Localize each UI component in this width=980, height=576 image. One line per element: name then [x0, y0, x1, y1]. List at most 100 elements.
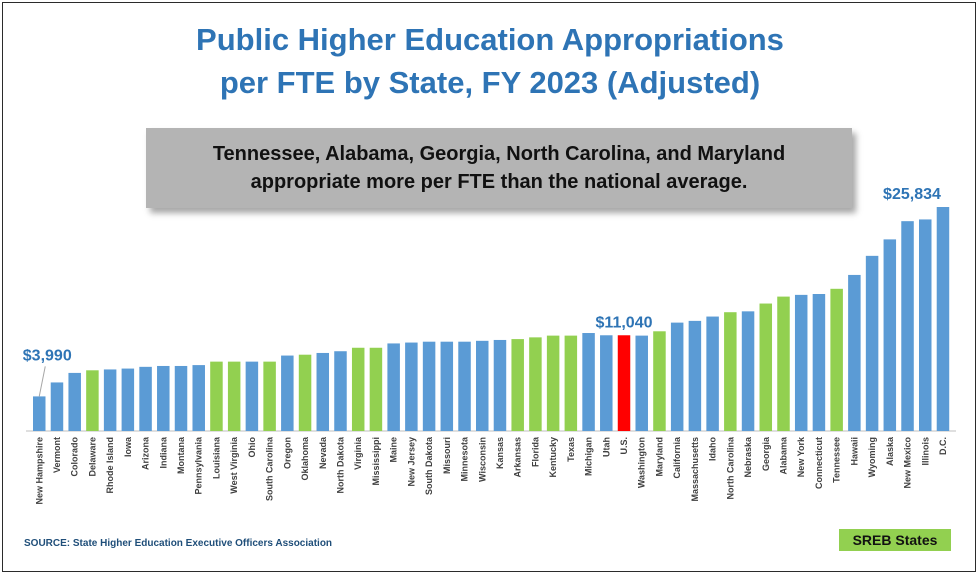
- bar-north-carolina: [724, 312, 737, 431]
- tick-label: Utah: [601, 437, 611, 457]
- bar-georgia: [759, 303, 773, 431]
- tick-label: Oklahoma: [300, 436, 310, 481]
- bar-utah: [600, 335, 613, 431]
- bar-vermont: [50, 382, 64, 431]
- bar-hawaii: [848, 274, 861, 431]
- tick-label: North Dakota: [335, 436, 345, 493]
- tick-label: Connecticut: [814, 437, 824, 489]
- tick-label: Arizona: [141, 436, 151, 470]
- tick-label: Maine: [389, 437, 399, 463]
- tick-label: Oregon: [282, 437, 292, 469]
- tick-label: Montana: [176, 436, 186, 474]
- tick-label: Texas: [566, 437, 576, 462]
- tick-label: New Hampshire: [34, 437, 44, 505]
- tick-label: Rhode Island: [105, 437, 115, 494]
- bar-massachusetts: [688, 320, 702, 431]
- tick-label: Kentucky: [548, 437, 558, 478]
- tick-label: Michigan: [584, 437, 594, 476]
- chart-title: Public Higher Education Appropriations p…: [0, 18, 980, 104]
- bar-kansas: [493, 339, 507, 431]
- tick-label: U.S.: [619, 437, 629, 455]
- data-label: $25,834: [883, 186, 941, 203]
- bar-louisiana: [210, 361, 223, 431]
- bar-kentucky: [546, 335, 560, 431]
- callout-box: Tennessee, Alabama, Georgia, North Carol…: [146, 128, 852, 208]
- bar-mississippi: [369, 347, 383, 431]
- tick-label: Illinois: [920, 437, 930, 466]
- bar-montana: [174, 365, 188, 431]
- bar-alabama: [777, 296, 790, 431]
- callout-line2: appropriate more per FTE than the nation…: [250, 171, 748, 193]
- tick-label: Indiana: [158, 436, 168, 468]
- tick-label: Wyoming: [867, 437, 877, 477]
- tick-label: Hawaii: [849, 437, 859, 466]
- bar-d-c: [936, 207, 950, 431]
- bar-california: [670, 322, 684, 431]
- callout-line1: Tennessee, Alabama, Georgia, North Carol…: [212, 143, 786, 165]
- bar-ohio: [245, 361, 259, 431]
- bar-colorado: [68, 372, 81, 431]
- bar-delaware: [86, 370, 99, 431]
- bar-maine: [387, 343, 400, 431]
- bar-wyoming: [865, 255, 879, 431]
- annotation-leader-line: [38, 366, 46, 397]
- bar-virginia: [351, 347, 365, 431]
- tick-label: North Carolina: [725, 436, 735, 499]
- bar-north-dakota: [334, 351, 347, 431]
- tick-label: Colorado: [70, 436, 80, 476]
- bar-missouri: [440, 341, 454, 431]
- tick-label: New York: [796, 436, 806, 477]
- bar-u-s: [617, 335, 631, 431]
- bar-alaska: [883, 239, 897, 431]
- bar-idaho: [706, 316, 719, 431]
- bar-texas: [564, 335, 578, 431]
- tick-label: Massachusetts: [690, 437, 700, 502]
- tick-label: Kansas: [495, 437, 505, 469]
- tick-label: Pennsylvania: [194, 436, 204, 495]
- bar-south-dakota: [422, 341, 436, 431]
- bar-nebraska: [741, 311, 755, 431]
- tick-label: Ohio: [247, 437, 257, 458]
- tick-label: Tennessee: [832, 437, 842, 483]
- bar-indiana: [157, 365, 170, 431]
- tick-label: Minnesota: [460, 436, 470, 481]
- bar-michigan: [582, 333, 595, 431]
- tick-label: Delaware: [87, 437, 97, 477]
- tick-label: Washington: [637, 437, 647, 488]
- tick-label: Nebraska: [743, 436, 753, 478]
- bar-new-mexico: [901, 221, 914, 431]
- tick-label: South Dakota: [424, 436, 434, 495]
- tick-label: Georgia: [761, 436, 771, 471]
- tick-label: Arkansas: [513, 437, 523, 478]
- tick-label: Wisconsin: [477, 437, 487, 482]
- tick-label: Vermont: [52, 437, 62, 473]
- tick-label: Louisiana: [211, 436, 221, 479]
- tick-label: D.C.: [938, 437, 948, 455]
- legend-sreb-states: SREB States: [839, 529, 951, 551]
- bar-wisconsin: [476, 340, 489, 431]
- bar-tennessee: [830, 288, 843, 431]
- tick-label: Virginia: [353, 436, 363, 470]
- tick-label: Alaska: [885, 436, 895, 466]
- chart-title-line1: Public Higher Education Appropriations: [196, 22, 784, 57]
- bar-iowa: [121, 368, 135, 431]
- bar-nevada: [316, 352, 330, 431]
- tick-label: Florida: [530, 436, 540, 467]
- bar-south-carolina: [263, 361, 276, 431]
- tick-label: Alabama: [778, 436, 788, 475]
- bar-washington: [635, 335, 648, 431]
- bar-pennsylvania: [192, 365, 205, 431]
- tick-label: Iowa: [123, 436, 133, 457]
- tick-label: West Virginia: [229, 436, 239, 494]
- chart-title-line2: per FTE by State, FY 2023 (Adjusted): [219, 65, 761, 100]
- bar-new-jersey: [405, 342, 418, 431]
- bar-arizona: [139, 366, 152, 431]
- bar-connecticut: [812, 294, 826, 431]
- tick-label: Mississippi: [371, 437, 381, 486]
- bar-maryland: [653, 331, 666, 431]
- tick-label: South Carolina: [265, 436, 275, 501]
- bar-minnesota: [458, 341, 471, 431]
- bar-illinois: [919, 219, 932, 431]
